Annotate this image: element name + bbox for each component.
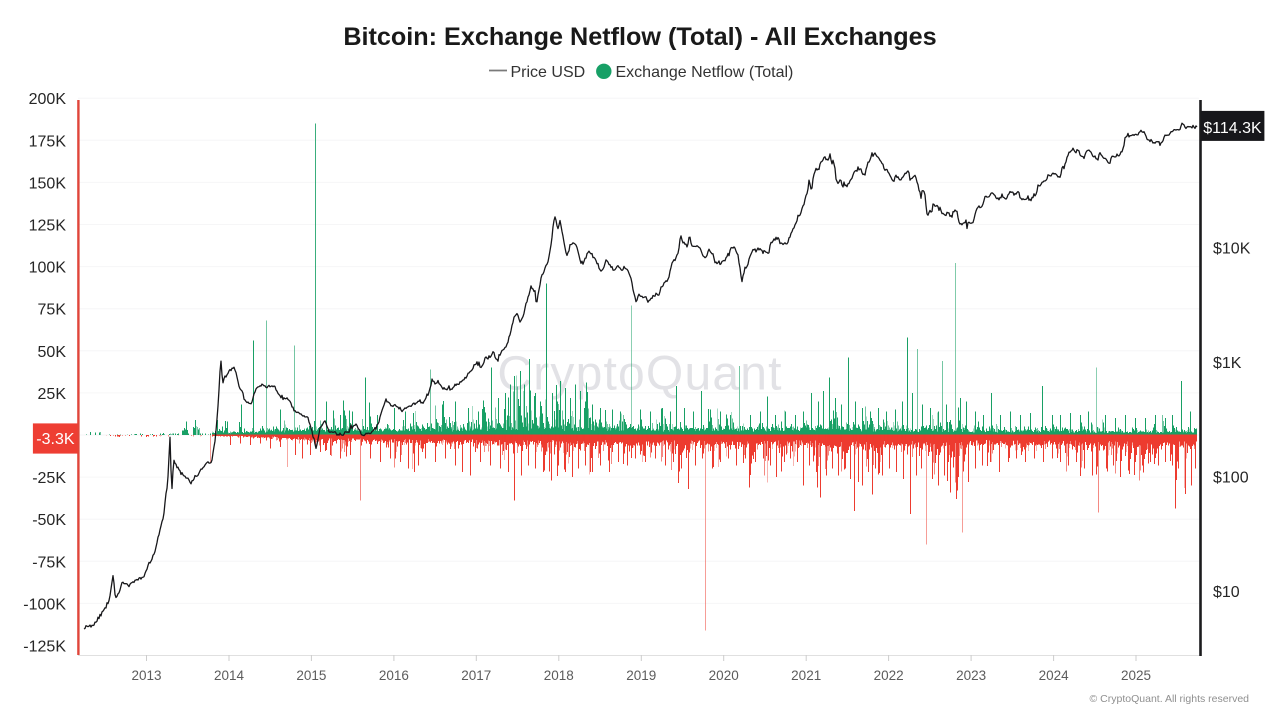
svg-text:$100: $100: [1213, 470, 1249, 487]
svg-text:CryptoQuant: CryptoQuant: [497, 348, 782, 401]
svg-text:75K: 75K: [38, 302, 67, 319]
svg-text:2025: 2025: [1121, 668, 1151, 683]
svg-text:2014: 2014: [214, 668, 245, 683]
svg-text:2018: 2018: [544, 668, 574, 683]
svg-text:2019: 2019: [626, 668, 656, 683]
svg-text:Price USD: Price USD: [511, 64, 586, 81]
svg-text:Exchange Netflow (Total): Exchange Netflow (Total): [616, 64, 794, 81]
svg-text:2021: 2021: [791, 668, 821, 683]
svg-text:-50K: -50K: [32, 512, 66, 529]
svg-text:$10K: $10K: [1213, 241, 1251, 258]
svg-text:$10: $10: [1213, 584, 1240, 601]
svg-text:$1K: $1K: [1213, 355, 1242, 372]
svg-text:-75K: -75K: [32, 554, 66, 571]
svg-text:-25K: -25K: [32, 470, 66, 487]
svg-text:$114.3K: $114.3K: [1203, 120, 1262, 137]
svg-text:-100K: -100K: [23, 596, 66, 613]
svg-text:25K: 25K: [38, 386, 67, 403]
svg-text:-3.3K: -3.3K: [36, 431, 75, 448]
svg-text:2023: 2023: [956, 668, 986, 683]
svg-text:© CryptoQuant. All rights rese: © CryptoQuant. All rights reserved: [1090, 693, 1250, 705]
svg-text:2022: 2022: [874, 668, 904, 683]
svg-text:2013: 2013: [131, 668, 161, 683]
svg-text:2016: 2016: [379, 668, 409, 683]
svg-text:2020: 2020: [709, 668, 739, 683]
svg-text:200K: 200K: [29, 91, 67, 108]
svg-text:2017: 2017: [461, 668, 491, 683]
svg-text:100K: 100K: [29, 260, 67, 277]
svg-text:2015: 2015: [296, 668, 326, 683]
svg-text:150K: 150K: [29, 175, 67, 192]
svg-text:-125K: -125K: [23, 639, 66, 656]
svg-text:175K: 175K: [29, 133, 67, 150]
svg-text:50K: 50K: [38, 344, 67, 361]
svg-text:125K: 125K: [29, 218, 67, 235]
svg-text:2024: 2024: [1039, 668, 1070, 683]
svg-text:Bitcoin: Exchange Netflow (Tot: Bitcoin: Exchange Netflow (Total) - All …: [343, 23, 936, 51]
